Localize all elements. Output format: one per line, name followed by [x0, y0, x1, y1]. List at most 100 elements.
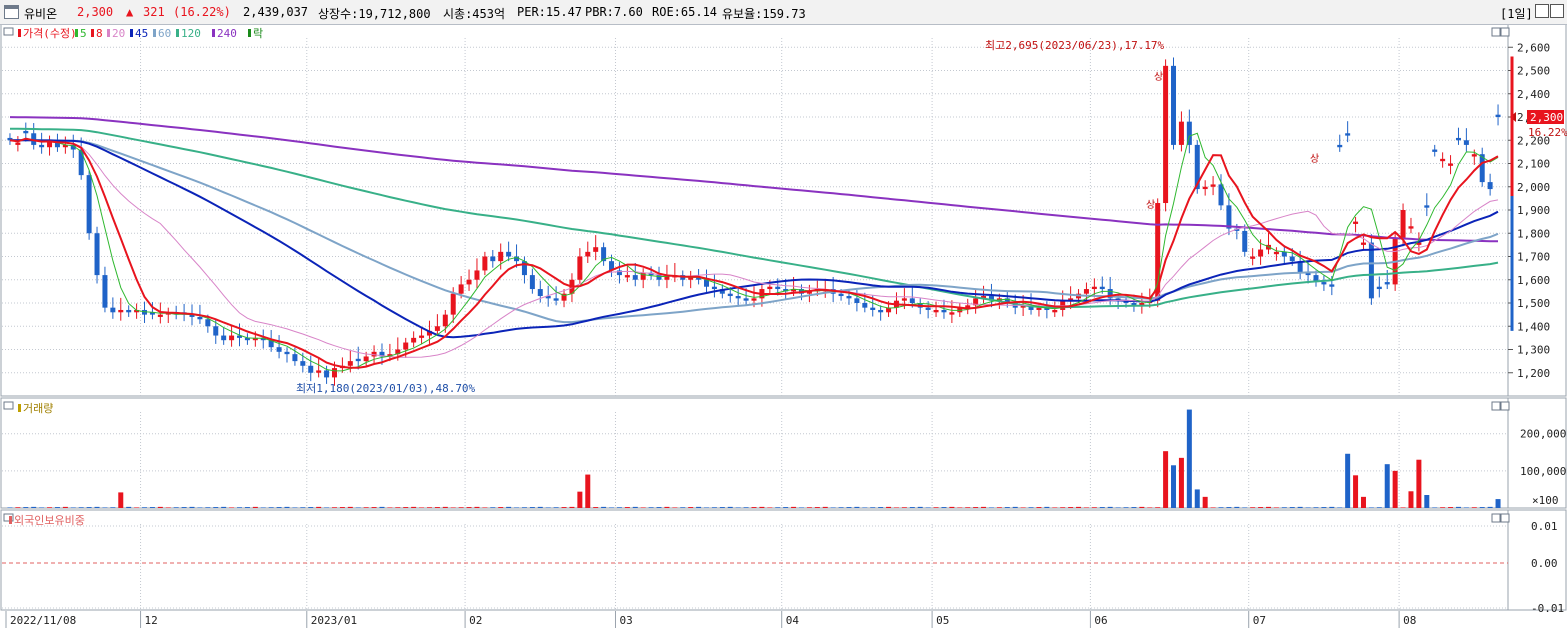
volume-bar [403, 507, 409, 508]
candle-body [593, 247, 599, 252]
volume-bar [862, 507, 868, 508]
candle-body [1258, 249, 1264, 257]
volume-bar [458, 507, 464, 508]
candle-body [244, 337, 250, 341]
candle-body [371, 351, 377, 357]
volume-bar [1440, 507, 1446, 508]
per-value: PER:15.47 [517, 5, 583, 19]
volume-bar [1321, 507, 1327, 508]
candle-body [1487, 182, 1493, 190]
candle-body [1083, 289, 1089, 294]
candle-body [981, 296, 987, 299]
market-cap: 시총:453억 [443, 7, 506, 21]
candle-body [791, 289, 797, 292]
candle-body [379, 351, 385, 357]
y-axis-tick-label: 1,200 [1517, 367, 1550, 380]
candle-body [1368, 242, 1374, 299]
volume-bar [1012, 506, 1018, 508]
volume-bar [1202, 496, 1208, 508]
volume-bar [7, 507, 13, 508]
ma20-line [9, 138, 1499, 358]
candle-body [331, 368, 337, 378]
limit-up-label: 상 [1310, 153, 1319, 165]
candle-body [711, 286, 717, 290]
volume-bar [23, 507, 29, 508]
current-price-tag [1527, 110, 1564, 124]
volume-bar [260, 507, 266, 508]
candle-body [102, 275, 108, 308]
candle-body [577, 256, 583, 280]
x-axis-tick-label: 06 [1094, 614, 1107, 627]
legend-label: 240 [217, 27, 237, 40]
candle-body [31, 133, 37, 145]
volume-bar [1163, 451, 1169, 508]
volume-bar [1424, 495, 1430, 508]
candle-body [54, 140, 60, 148]
candle-body [426, 330, 432, 336]
candle-body [632, 275, 638, 280]
high-price-annotation: 최고2,695(2023/06/23),17.17% [985, 39, 1165, 52]
volume-bar [893, 507, 899, 508]
legend-swatch [107, 29, 110, 37]
candle-body [609, 261, 615, 271]
candle-body [1273, 251, 1279, 255]
panel-maximize-icon [1491, 513, 1501, 523]
ma5-line [9, 132, 1499, 372]
candle-body [1345, 133, 1351, 136]
candle-body [601, 247, 607, 262]
listed-shares: 상장수:19,712,800 [318, 7, 431, 21]
period-selector[interactable]: [1일] [1500, 7, 1533, 21]
candle-body [450, 293, 456, 315]
candle-body [237, 335, 243, 338]
candle-body [284, 351, 290, 355]
candle-body [1360, 242, 1366, 245]
x-axis-tick-label: 08 [1403, 614, 1416, 627]
candle-body [870, 307, 876, 310]
volume-bar [624, 507, 630, 508]
volume-bar [339, 507, 345, 508]
candle-body [1163, 65, 1169, 204]
ma120-line [9, 127, 1499, 309]
stock-name[interactable]: 유비온 [24, 7, 58, 21]
volume-bar [1226, 507, 1232, 508]
ma45-line [10, 139, 1499, 339]
volume-bar [1313, 507, 1319, 508]
volume-bar [308, 507, 314, 508]
candle-body [529, 275, 535, 290]
candle-body [1424, 205, 1430, 208]
legend-label: 20 [112, 27, 125, 40]
candle-body [490, 256, 496, 262]
close-icon[interactable] [1550, 4, 1564, 18]
volume-bar [783, 507, 789, 508]
candle-body [252, 337, 258, 341]
volume-bar [363, 507, 369, 508]
legend-swatch [212, 29, 215, 37]
candle-body [229, 335, 235, 341]
volume-bar [1186, 409, 1192, 508]
chart-panel [0, 23, 1567, 397]
maximize-icon[interactable] [1535, 4, 1549, 18]
candle-body [363, 356, 369, 362]
candle-body [419, 335, 425, 338]
volume-bar [355, 507, 361, 508]
candle-body [300, 361, 306, 366]
volume-axis-label: 100,000 [1520, 465, 1566, 478]
candle-body [118, 309, 124, 313]
volume-bar [1463, 507, 1469, 508]
volume-bar [775, 507, 781, 508]
volume-bar [664, 506, 670, 508]
candle-body [862, 303, 868, 308]
candle-body [696, 277, 702, 280]
volume-bar [426, 507, 432, 508]
volume-bar [719, 507, 725, 508]
volume-bar [1273, 507, 1279, 508]
candle-body [1479, 154, 1485, 183]
panel-menu-icon[interactable] [4, 5, 19, 19]
candle-body [411, 337, 417, 343]
current-pct-tag: 16.22% [1528, 126, 1567, 139]
volume-bar [300, 507, 306, 508]
volume-bar [1281, 507, 1287, 508]
volume-bar [593, 507, 599, 508]
candle-body [925, 307, 931, 310]
legend-label: 45 [135, 27, 148, 40]
